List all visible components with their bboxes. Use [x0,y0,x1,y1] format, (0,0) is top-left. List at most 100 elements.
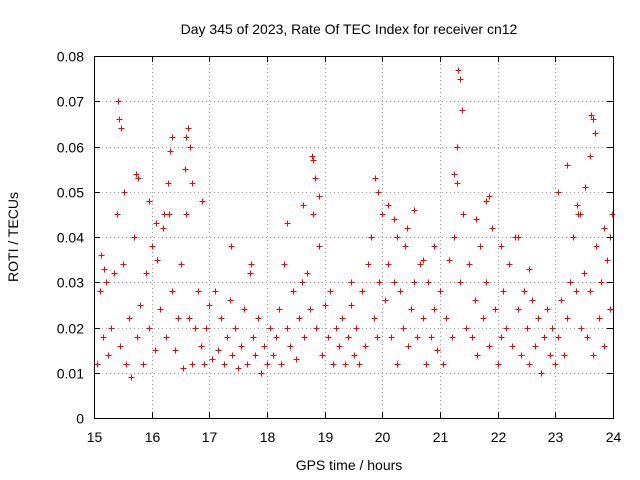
data-point [250,334,257,341]
data-point [374,334,381,341]
data-point [506,261,513,268]
data-point [123,361,130,368]
data-point [526,361,533,368]
data-point [391,279,398,286]
data-point [203,325,210,332]
data-point [224,334,231,341]
y-tick-label: 0.05 [57,185,84,201]
data-point [564,315,571,322]
data-point [304,270,311,277]
data-point [116,116,123,123]
data-point [451,171,458,178]
data-point [581,270,588,277]
data-point [300,202,307,209]
data-point [356,361,363,368]
data-point [172,347,179,354]
data-point [218,315,225,322]
data-point [169,134,176,141]
data-point [359,288,366,295]
data-point [408,306,415,313]
data-point [601,225,608,232]
data-point [593,243,600,250]
data-point [486,343,493,350]
x-tick-labels: 15 16 17 18 19 20 21 22 23 24 [87,429,622,445]
data-point [473,216,480,223]
x-tick-label: 21 [433,429,449,445]
data-point [330,361,337,368]
data-point [518,352,525,359]
x-tick-label: 17 [202,429,218,445]
x-tick-label: 20 [375,429,391,445]
data-point [206,302,213,309]
data-point [500,288,507,295]
data-point [529,297,536,304]
data-point [428,334,435,341]
data-point [552,361,559,368]
data-point [454,144,461,151]
data-point [105,352,112,359]
data-point [489,225,496,232]
data-point [455,67,462,74]
data-point [201,361,208,368]
data-point [544,306,551,313]
data-point [228,243,235,250]
y-tick-labels: 0 0.01 0.02 0.03 0.04 0.05 0.06 0.07 0.08 [57,49,84,427]
data-point [157,306,164,313]
data-point [165,180,172,187]
data-point [362,343,369,350]
data-point [547,352,554,359]
data-point [115,98,122,105]
data-point [333,325,340,332]
data-point [451,234,458,241]
data-point [509,343,516,350]
data-point [160,225,167,232]
data-point [131,234,138,241]
data-point [564,162,571,169]
data-point [598,279,605,286]
data-point [278,361,285,368]
data-point [310,211,317,218]
data-point [98,252,105,259]
data-point [290,288,297,295]
data-point [212,288,219,295]
data-point [209,356,216,363]
data-point [394,234,401,241]
data-point [221,361,228,368]
data-point [431,243,438,250]
data-point [97,288,104,295]
data-point [325,334,332,341]
data-point [301,334,308,341]
data-point [336,343,343,350]
data-point [108,325,115,332]
data-point [483,198,490,205]
data-point [103,279,110,286]
data-point [459,107,466,114]
data-point [604,257,611,264]
y-tick-label: 0.02 [57,321,84,337]
data-point [180,365,187,372]
data-point [400,325,407,332]
data-point [232,325,239,332]
data-point [143,270,150,277]
data-point [198,343,205,350]
data-point [121,189,128,196]
data-point [601,343,608,350]
data-point [469,334,476,341]
data-point [146,198,153,205]
data-point [368,234,375,241]
data-point [365,261,372,268]
data-point [137,302,144,309]
data-point [449,334,456,341]
data-point [588,112,595,119]
data-point [351,352,358,359]
data-point [348,302,355,309]
data-point [146,325,153,332]
data-point [472,297,479,304]
data-point [114,211,121,218]
data-point [446,257,453,264]
data-point [175,315,182,322]
x-tick-label: 19 [318,429,334,445]
data-point [590,352,597,359]
y-axis-label: ROTI / TECUs [5,192,21,282]
data-point [163,334,170,341]
